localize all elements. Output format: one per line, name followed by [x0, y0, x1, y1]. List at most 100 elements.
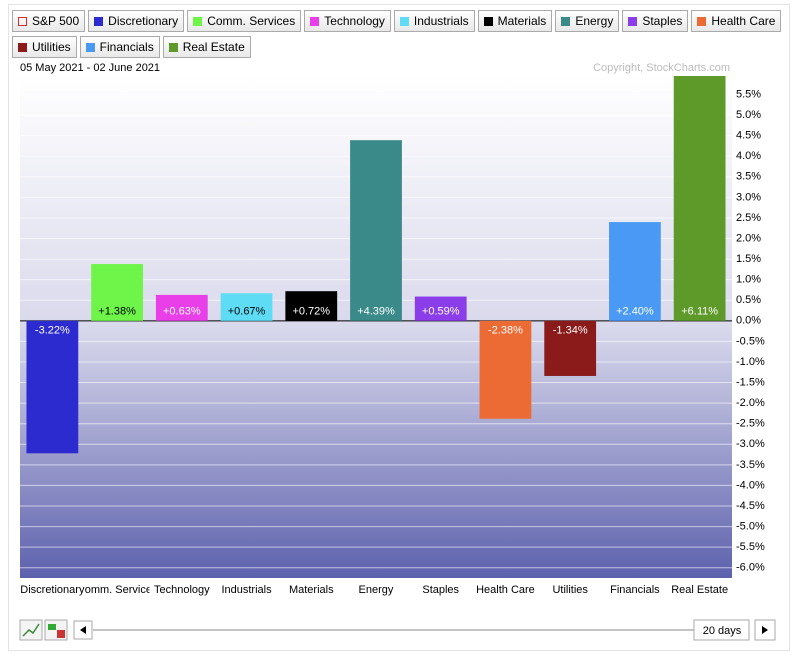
y-tick-label: -2.5%	[736, 418, 765, 430]
legend-swatch	[561, 16, 571, 26]
bar	[91, 264, 143, 321]
x-label-box: Materials	[289, 584, 334, 596]
x-label-box: Health Care	[476, 584, 535, 596]
legend-button[interactable]: Utilities	[12, 36, 77, 58]
bar	[479, 320, 532, 419]
legend-button[interactable]: S&P 500	[12, 10, 86, 32]
x-tick-label: Technology	[154, 584, 210, 596]
x-label-box: Energy	[359, 584, 394, 596]
y-tick-label: 5.0%	[736, 109, 761, 121]
legend-label: Health Care	[711, 14, 776, 28]
y-tick-label: 3.5%	[736, 171, 761, 183]
legend-button[interactable]: Staples	[622, 10, 689, 32]
value-label: +0.59%	[422, 306, 460, 318]
y-tick-label: 2.5%	[736, 212, 761, 224]
y-tick-label: 0.0%	[736, 315, 761, 327]
x-label-box: Utilities	[552, 584, 588, 596]
value-label: -2.38%	[488, 325, 523, 337]
legend-swatch	[697, 16, 707, 26]
left-arrow	[80, 626, 86, 634]
x-tick-label: Energy	[359, 584, 394, 596]
x-tick-label: Discretionary	[20, 584, 85, 596]
legend: S&P 500 Discretionary Comm. Services Techno…	[12, 10, 787, 58]
legend-button[interactable]: Industrials	[393, 10, 475, 32]
period-label: 20 days	[703, 625, 742, 637]
bar	[155, 294, 208, 321]
bar	[414, 296, 467, 321]
legend-label: S&P 500	[32, 14, 80, 28]
y-tick-label: -1.5%	[736, 376, 765, 388]
bar	[609, 222, 661, 321]
bar	[673, 76, 726, 321]
value-label: +1.38%	[98, 306, 136, 318]
value-label: +6.11%	[681, 306, 718, 318]
line-chart-button[interactable]	[19, 619, 43, 641]
y-tick-label: 1.0%	[736, 274, 761, 286]
legend-button[interactable]: Comm. Services	[187, 10, 302, 32]
legend-swatch	[310, 16, 320, 26]
legend-button[interactable]: Technology	[304, 10, 391, 32]
y-tick-label: 3.0%	[736, 191, 761, 203]
bar	[220, 293, 273, 321]
value-label: +0.72%	[292, 306, 330, 318]
legend-swatch	[18, 16, 27, 26]
legend-swatch	[483, 16, 493, 26]
bar	[26, 320, 79, 454]
x-label-box: Staples	[422, 584, 459, 596]
x-label-box: Real Estate	[671, 584, 728, 596]
y-tick-label: -3.0%	[736, 438, 765, 450]
legend-button[interactable]: Health Care	[691, 10, 782, 32]
x-tick-label: Utilities	[552, 584, 588, 596]
right-arrow	[762, 626, 768, 634]
x-tick-label: Health Care	[476, 584, 535, 596]
legend-swatch	[85, 42, 95, 52]
y-tick-label: -6.0%	[736, 562, 765, 574]
y-tick-label: 2.0%	[736, 232, 761, 244]
value-label: +2.40%	[616, 306, 654, 318]
y-tick-label: -4.0%	[736, 479, 765, 491]
x-tick-label: Financials	[610, 584, 660, 596]
legend-label: Technology	[324, 14, 385, 28]
date-range: 05 May 2021 - 02 June 2021	[20, 62, 160, 74]
x-tick-label: Comm. Services	[77, 584, 158, 596]
bar-icon-up	[48, 624, 56, 630]
x-label-box: Technology	[154, 584, 210, 596]
legend-button[interactable]: Energy	[555, 10, 620, 32]
y-tick-label: 0.5%	[736, 294, 761, 306]
legend-label: Industrials	[413, 14, 469, 28]
x-label-box: Financials	[610, 584, 660, 596]
y-tick-label: 4.0%	[736, 150, 761, 162]
period-button[interactable]	[693, 619, 750, 641]
legend-button[interactable]: Discretionary	[88, 10, 185, 32]
legend-label: Materials	[497, 14, 547, 28]
legend-label: Discretionary	[108, 14, 179, 28]
legend-button[interactable]: Materials	[477, 10, 553, 32]
y-tick-label: 1.5%	[736, 253, 761, 265]
copyright: Copyright, StockCharts.com	[593, 62, 730, 74]
legend-label: Utilities	[32, 40, 71, 54]
x-label-box: Comm. Services	[77, 584, 158, 596]
y-tick-label: -2.0%	[736, 397, 765, 409]
value-label: +4.39%	[357, 306, 395, 318]
legend-label: Real Estate	[182, 40, 245, 54]
bar-icon-down	[57, 630, 65, 638]
legend-button[interactable]: Financials	[79, 36, 160, 58]
y-tick-label: -5.5%	[736, 541, 765, 553]
value-label: -1.34%	[553, 325, 588, 337]
value-label: +0.67%	[228, 306, 266, 318]
legend-button[interactable]: Real Estate	[162, 36, 251, 58]
bar	[285, 291, 338, 321]
legend-label: Staples	[642, 14, 683, 28]
line-icon	[22, 623, 40, 637]
legend-label: Comm. Services	[207, 14, 296, 28]
y-tick-label: -0.5%	[736, 335, 765, 347]
x-tick-label: Materials	[289, 584, 334, 596]
y-tick-label: 5.5%	[736, 88, 761, 100]
value-label: -3.22%	[35, 325, 70, 337]
legend-swatch	[399, 16, 409, 26]
legend-swatch	[18, 42, 27, 52]
legend-swatch	[193, 16, 203, 26]
x-label-box: Discretionary	[20, 584, 85, 596]
